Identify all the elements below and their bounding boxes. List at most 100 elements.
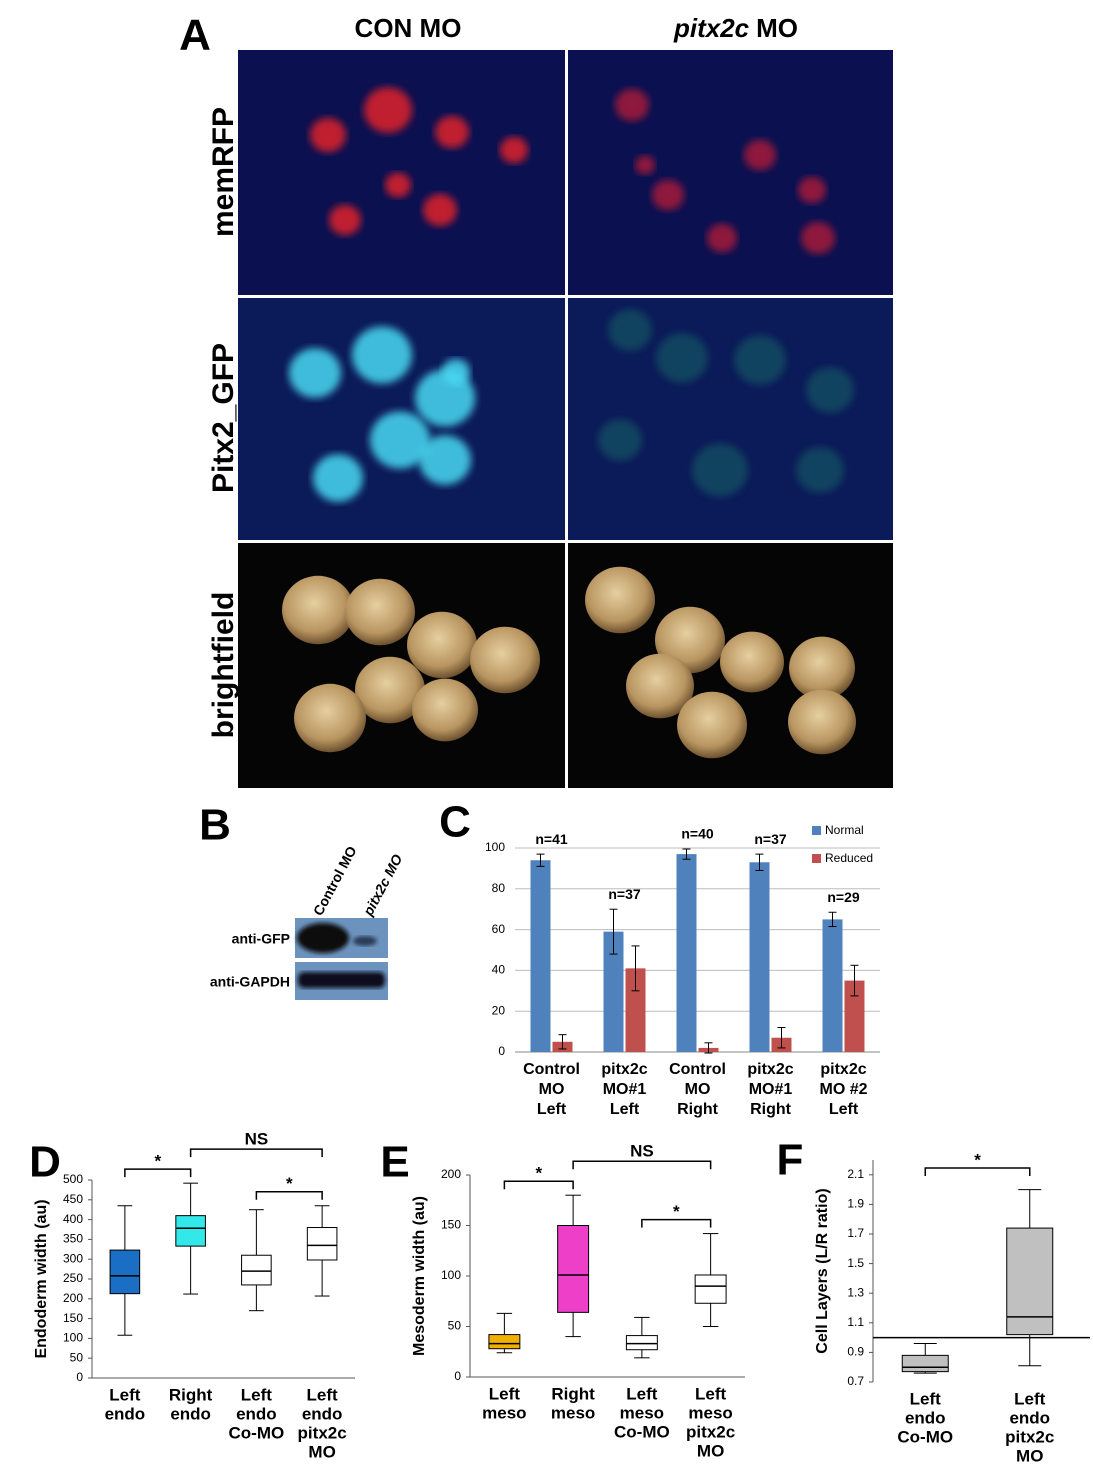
embryo (412, 678, 478, 742)
y-tick-label: 200 (63, 1291, 83, 1305)
x-tick-label: Left (829, 1101, 859, 1118)
x-tick-label: Left (695, 1384, 727, 1403)
embryo (585, 566, 655, 634)
bar (603, 931, 624, 1052)
embryo (407, 611, 477, 679)
box (625, 1335, 658, 1351)
y-tick-label: 200 (441, 1167, 461, 1181)
x-tick-label: Left (910, 1389, 942, 1408)
box (306, 1227, 338, 1261)
x-tick-label: meso (551, 1403, 595, 1422)
embryo (385, 172, 411, 198)
x-tick-label: MO (539, 1081, 565, 1098)
x-tick-label: MO (308, 1442, 335, 1461)
y-tick-label: 400 (63, 1212, 83, 1226)
x-tick-label: MO#1 (749, 1081, 793, 1098)
y-tick-label: 150 (441, 1218, 461, 1232)
x-tick-label: Co-MO (614, 1422, 670, 1441)
band (298, 972, 385, 988)
blot-label: anti-GFP (232, 931, 290, 947)
box (241, 1254, 272, 1286)
legend-swatch (812, 826, 821, 835)
box (694, 1274, 727, 1304)
row-label: Pitx2_GFP (207, 343, 240, 493)
significance-bracket (255, 1190, 323, 1200)
box (175, 1215, 206, 1247)
y-tick-label: 250 (63, 1271, 83, 1285)
row-label: memRFP (207, 107, 240, 237)
x-tick-label: MO (685, 1081, 711, 1098)
embryo (788, 689, 856, 755)
y-tick-label: 300 (63, 1251, 83, 1265)
y-tick-label: 20 (492, 1003, 506, 1017)
y-tick-label: 40 (492, 963, 506, 977)
y-tick-label: 80 (492, 881, 506, 895)
x-tick-label: Right (750, 1101, 792, 1118)
y-tick-label: 1.9 (847, 1197, 864, 1211)
y-axis-label: Endoderm width (au) (33, 1199, 50, 1358)
embryo (329, 204, 361, 236)
bar (625, 968, 646, 1052)
x-tick-label: MO#1 (603, 1081, 647, 1098)
y-tick-label: 0 (498, 1044, 505, 1058)
x-tick-label: Control (669, 1061, 726, 1078)
column-header-rest: MO (756, 13, 798, 43)
x-tick-label: Left (489, 1384, 521, 1403)
significance-bracket (189, 1148, 323, 1158)
box (557, 1225, 590, 1313)
embryo (352, 326, 412, 384)
n-label: n=40 (681, 826, 714, 842)
n-label: n=37 (608, 886, 641, 902)
box (1006, 1227, 1054, 1336)
embryo (734, 335, 786, 385)
x-tick-label: Co-MO (897, 1427, 953, 1446)
embryo (796, 447, 844, 493)
x-tick-label: endo (170, 1404, 211, 1423)
y-tick-label: 50 (70, 1350, 84, 1364)
embryo (677, 691, 747, 759)
y-tick-label: 1.3 (847, 1285, 864, 1299)
x-tick-label: pitx2c (686, 1422, 735, 1441)
x-tick-label: MO #2 (819, 1081, 867, 1098)
embryo (635, 155, 655, 175)
panel-letter: D (29, 1138, 61, 1187)
embryo (798, 176, 826, 204)
box (109, 1249, 141, 1295)
embryo (289, 348, 341, 398)
x-tick-label: meso (482, 1403, 526, 1422)
n-label: n=37 (754, 831, 787, 847)
significance-label: * (974, 1150, 981, 1169)
embryo (707, 223, 737, 253)
image (568, 50, 893, 295)
x-tick-label: endo (302, 1404, 343, 1423)
legend-swatch (812, 854, 821, 863)
y-tick-label: 1.7 (847, 1226, 864, 1240)
embryo (598, 419, 642, 461)
x-tick-label: Left (537, 1101, 567, 1118)
y-tick-label: 100 (63, 1331, 83, 1345)
embryo (806, 367, 854, 413)
embryo (500, 136, 528, 164)
significance-bracket (572, 1160, 712, 1170)
panel-letter: F (777, 1136, 804, 1185)
legend-label: Normal (825, 823, 864, 837)
x-tick-label: endo (1009, 1408, 1050, 1427)
y-axis-label: Cell Layers (L/R ratio) (814, 1188, 831, 1353)
bar (844, 980, 865, 1052)
x-tick-label: endo (236, 1404, 277, 1423)
embryo (789, 636, 855, 700)
significance-label: * (673, 1202, 680, 1221)
x-tick-label: Left (1014, 1389, 1046, 1408)
x-tick-label: pitx2c (1005, 1427, 1054, 1446)
x-tick-label: meso (688, 1403, 732, 1422)
y-axis-label: Mesoderm width (au) (411, 1196, 428, 1356)
embryo (442, 358, 470, 386)
x-tick-label: MO (1016, 1446, 1043, 1465)
micrographs (238, 50, 893, 788)
x-tick-label: Control (523, 1061, 580, 1078)
blot-label: anti-GAPDH (210, 974, 290, 990)
box (488, 1334, 521, 1350)
bar (676, 854, 697, 1052)
y-tick-label: 50 (448, 1319, 462, 1333)
